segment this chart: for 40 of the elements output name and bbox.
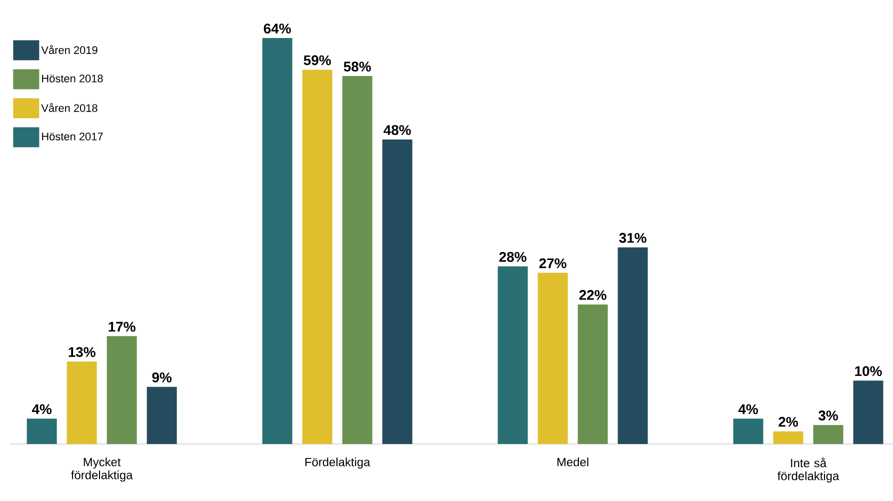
- bar: [302, 70, 332, 444]
- legend-label: Våren 2018: [41, 103, 98, 112]
- bar: [733, 418, 764, 444]
- data-label: 58%: [344, 62, 371, 72]
- data-label: 2%: [778, 416, 798, 427]
- data-label: 3%: [818, 410, 838, 420]
- legend-label: Hösten 2017: [42, 132, 103, 140]
- data-label: 31%: [619, 232, 646, 243]
- bar: [773, 431, 804, 444]
- legend-label: Våren 2019: [41, 45, 98, 54]
- bar: [618, 247, 648, 444]
- bar: [813, 424, 844, 444]
- data-label: 59%: [304, 55, 331, 66]
- bar: [106, 336, 137, 444]
- data-label: 64%: [264, 24, 291, 34]
- data-label: 9%: [152, 372, 172, 382]
- data-label: 4%: [738, 404, 758, 414]
- bar: [498, 266, 528, 444]
- legend-label: Hösten 2018: [42, 74, 103, 82]
- x-tick-label: Medel: [557, 458, 588, 466]
- data-label: 4%: [32, 404, 52, 414]
- bar: [538, 272, 568, 444]
- data-label: 10%: [855, 366, 882, 376]
- bar: [262, 38, 292, 444]
- bar: [382, 140, 412, 444]
- bar: [853, 380, 884, 444]
- bar: [66, 362, 97, 444]
- x-tick-label: Fördelaktiga: [305, 458, 370, 469]
- data-label: 28%: [499, 252, 526, 262]
- bar: [578, 304, 608, 444]
- bar: [26, 418, 57, 444]
- bar: [342, 76, 372, 444]
- x-tick-label: Inte så fördelaktiga: [778, 458, 840, 483]
- bar: [146, 386, 177, 444]
- data-label: 48%: [384, 125, 411, 135]
- data-label: 13%: [68, 347, 96, 358]
- data-label: 22%: [579, 290, 606, 300]
- data-label: 17%: [108, 322, 136, 332]
- x-tick-label: Mycket fördelaktiga: [71, 458, 133, 482]
- data-label: 27%: [539, 258, 566, 268]
